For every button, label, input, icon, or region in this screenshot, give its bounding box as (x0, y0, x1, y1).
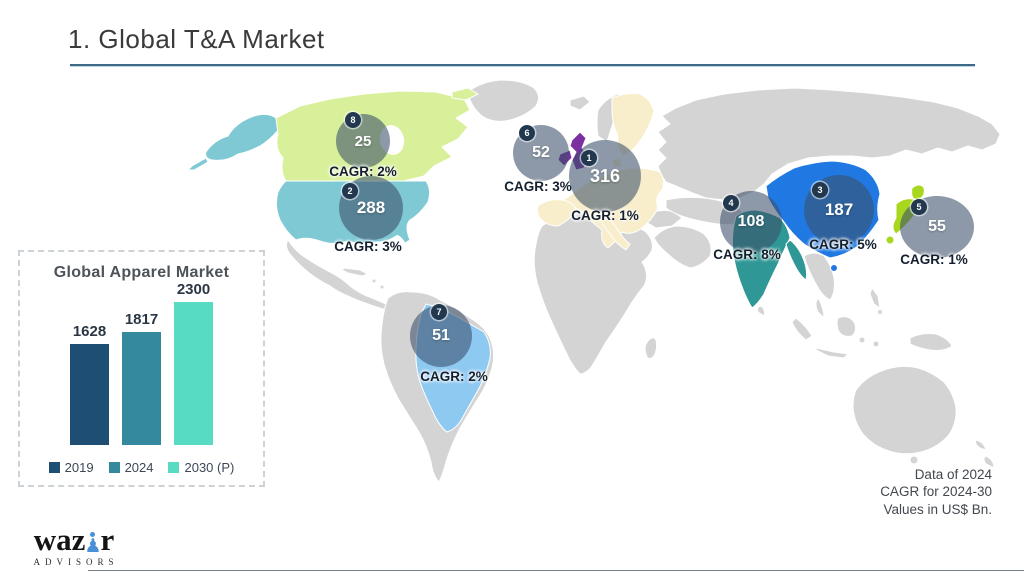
footnote-line: Values in US$ Bn. (883, 501, 992, 517)
data-footnote: Data of 2024 CAGR for 2024-30 Values in … (880, 466, 992, 518)
region-madagascar (644, 337, 658, 360)
footnote-line: Data of 2024 (914, 467, 992, 482)
legend-item-2019: 2019 (48, 460, 94, 475)
legend-swatch (48, 462, 60, 473)
footnote-line: CAGR for 2024-30 (880, 484, 992, 500)
wazir-advisors-logo: waz ♟ r ADVISORS (14, 524, 134, 567)
pawn-dot (90, 531, 96, 537)
legend-label: 2024 (124, 460, 154, 475)
bar-value-label: 1817 (124, 311, 159, 328)
chess-pawn-icon: ♟ (84, 531, 101, 555)
market-value-bubble: 25 (336, 114, 390, 168)
bar-value-label: 2300 (176, 281, 211, 298)
region-malay (815, 297, 825, 319)
page-title: 1. Global T&A Market (68, 24, 325, 54)
cagr-label: CAGR: 8% (713, 247, 781, 262)
region-indochina (803, 252, 835, 301)
logo-wordmark: waz ♟ r (14, 524, 134, 555)
bar-2024 (122, 332, 161, 445)
region-middle-east (653, 225, 712, 269)
map-marker-india: 4 108 CAGR: 8% (713, 191, 782, 262)
region-japan-hokkaido (911, 184, 925, 201)
cagr-label: CAGR: 5% (809, 237, 877, 252)
rank-badge: 7 (431, 304, 447, 320)
map-marker-eu: 1 316 CAGR: 1% (569, 140, 641, 223)
market-value-bubble: 108 (720, 191, 782, 253)
bar-column-2030: 2300 (174, 281, 213, 445)
region-philippines (869, 287, 881, 309)
region-iceland (569, 95, 591, 111)
legend-swatch (108, 462, 120, 473)
region-canada-islands (451, 87, 479, 101)
bar-value-label: 1628 (72, 323, 107, 340)
legend-item-2024: 2024 (108, 460, 154, 475)
region-scandinavia (611, 93, 655, 157)
rank-badge: 5 (911, 199, 927, 215)
legend-item-2030: 2030 (P) (168, 460, 234, 475)
region-borneo (836, 316, 857, 337)
legend-label: 2019 (64, 460, 94, 475)
region-new-zealand (975, 439, 995, 469)
rank-badge: 1 (581, 150, 597, 166)
footer-divider (88, 570, 1024, 571)
title-underline (70, 64, 975, 67)
region-new-guinea (909, 333, 953, 351)
region-sumatra (791, 317, 813, 341)
region-iberia (536, 199, 577, 227)
chart-title: Global Apparel Market (53, 264, 230, 281)
map-marker-usa: 2 288 CAGR: 3% (334, 176, 403, 254)
cagr-label: CAGR: 1% (900, 252, 968, 267)
map-marker-brazil: 7 51 CAGR: 2% (410, 304, 488, 384)
market-value-bubble: 316 (569, 140, 641, 212)
bar-plot: 1628 1817 2300 (30, 273, 253, 445)
region-caribbean (341, 267, 369, 277)
region-australia (852, 365, 957, 455)
rank-badge: 4 (723, 195, 739, 211)
cagr-label: CAGR: 2% (420, 369, 488, 384)
cagr-label: CAGR: 3% (334, 239, 402, 254)
map-marker-china: 3 187 CAGR: 5% (804, 175, 877, 252)
region-africa (533, 213, 653, 375)
region-bangladesh-myanmar (785, 239, 808, 281)
logo-text-right: r (100, 522, 115, 557)
region-greenland (467, 79, 540, 122)
map-marker-uk: 6 52 CAGR: 3% (504, 125, 572, 194)
map-marker-canada: 8 25 CAGR: 2% (329, 112, 397, 179)
global-apparel-market-chart: Global Apparel Market 1628 1817 2300 201… (18, 250, 265, 487)
chart-legend: 2019 2024 2030 (P) (20, 460, 263, 475)
cagr-label: CAGR: 3% (504, 179, 572, 194)
region-sri-lanka (756, 305, 765, 317)
region-hainan (830, 264, 838, 272)
region-russia (657, 87, 1001, 201)
rank-badge: 3 (812, 182, 828, 198)
region-alaska (187, 113, 279, 171)
bar-2030 (174, 302, 213, 445)
rank-badge: 6 (519, 125, 535, 141)
map-marker-japan: 5 55 CAGR: 1% (900, 196, 974, 267)
cagr-label: CAGR: 2% (329, 164, 397, 179)
region-italy (599, 215, 631, 251)
bar-column-2019: 1628 (70, 323, 109, 445)
region-java (815, 347, 849, 359)
rank-badge: 8 (345, 112, 361, 128)
region-japan-kyushu (885, 235, 895, 245)
cagr-label: CAGR: 1% (571, 208, 639, 223)
logo-subtitle: ADVISORS (33, 557, 119, 567)
legend-label: 2030 (P) (184, 460, 235, 475)
region-mexico (285, 239, 391, 311)
rank-badge: 2 (342, 183, 358, 199)
legend-swatch (168, 462, 180, 473)
logo-text-left: waz (33, 522, 86, 557)
bar-column-2024: 1817 (122, 311, 161, 445)
bar-2019 (70, 344, 109, 445)
